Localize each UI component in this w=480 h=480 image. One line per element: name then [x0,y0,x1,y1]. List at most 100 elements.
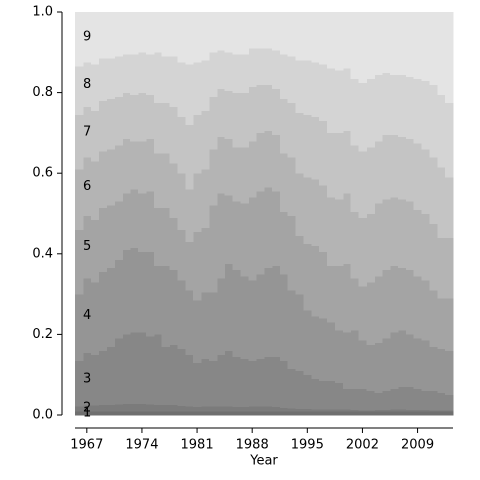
area-segment [106,98,115,150]
area-segment [413,275,423,339]
area-segment [216,12,226,51]
area-segment [303,374,312,409]
area-segment [216,50,226,89]
area-segment [201,110,210,170]
area-segment [382,134,391,200]
area-segment [342,409,352,412]
area-segment [114,96,123,146]
area-segment [75,66,84,116]
area-segment [295,112,304,174]
area-segment [201,358,210,407]
area-segment [390,388,399,410]
area-segment [429,157,438,224]
area-segment [295,294,304,371]
x-tick-label: 2009 [401,438,434,453]
area-segment [208,406,218,412]
area-segment [90,12,100,65]
area-segment [390,332,399,390]
area-segment [201,406,210,412]
area-segment [90,64,100,112]
area-segment [114,338,123,405]
area-segment [122,410,131,416]
area-segment [248,279,257,361]
area-segment [334,330,344,384]
area-segment [413,12,423,79]
area-segment [382,269,391,339]
area-segment [232,201,241,271]
area-segment [271,191,281,267]
area-segment [161,153,171,208]
area-segment [413,388,423,411]
area-segment [90,110,100,162]
area-segment [421,279,430,341]
area-segment [397,386,407,410]
area-segment [185,12,194,65]
area-segment [374,275,383,343]
area-segment [319,64,328,122]
area-segment [122,92,131,140]
plot-area [75,12,454,416]
area-segment [224,12,234,53]
area-segment [311,245,320,317]
x-tick-label: 1981 [181,438,214,453]
area-segment [271,134,281,192]
area-segment [232,12,241,55]
area-segment [287,56,297,103]
area-segment [177,229,186,281]
area-segment [413,409,423,412]
area-segment [279,98,289,154]
area-segment [429,223,438,291]
area-segment [138,12,147,53]
area-segment [279,410,289,416]
area-segment [366,410,375,412]
area-segment [122,138,131,194]
area-segment [405,269,415,335]
area-segment [287,215,297,291]
area-segment [397,409,407,412]
area-segment [287,410,297,416]
area-segment [90,410,100,416]
area-segment [295,408,304,412]
area-segment [216,136,226,194]
area-segment [382,199,391,271]
area-segment [161,346,171,405]
area-segment [130,332,139,405]
area-segment [75,114,84,170]
area-segment [98,151,108,208]
area-segment [138,92,147,142]
area-segment [350,12,360,79]
area-segment [358,286,367,341]
area-segment [445,410,454,416]
area-segment [295,370,304,409]
area-segment [327,132,336,198]
area-segment [264,406,273,412]
area-segment [382,338,391,392]
area-segment [295,12,304,61]
area-segment [208,360,218,407]
area-segment [138,140,147,194]
area-segment [334,410,344,416]
area-segment [303,310,312,375]
area-segment [390,12,399,75]
area-segment [82,157,92,216]
area-segment [350,388,360,411]
area-segment [114,144,123,202]
area-segment [271,410,281,416]
area-segment [421,12,430,81]
area-segment [437,237,446,299]
area-segment [185,354,194,407]
area-segment [106,267,115,347]
area-segment [232,406,241,412]
area-segment [429,410,438,416]
area-segment [342,130,352,194]
series-label: 9 [83,30,91,45]
area-segment [208,52,218,97]
area-segment [240,92,249,148]
area-segment [248,360,257,407]
area-segment [437,410,446,412]
area-segment [271,88,281,136]
area-segment [271,406,281,412]
area-segment [161,12,171,57]
area-segment [421,149,430,214]
area-segment [153,52,163,103]
